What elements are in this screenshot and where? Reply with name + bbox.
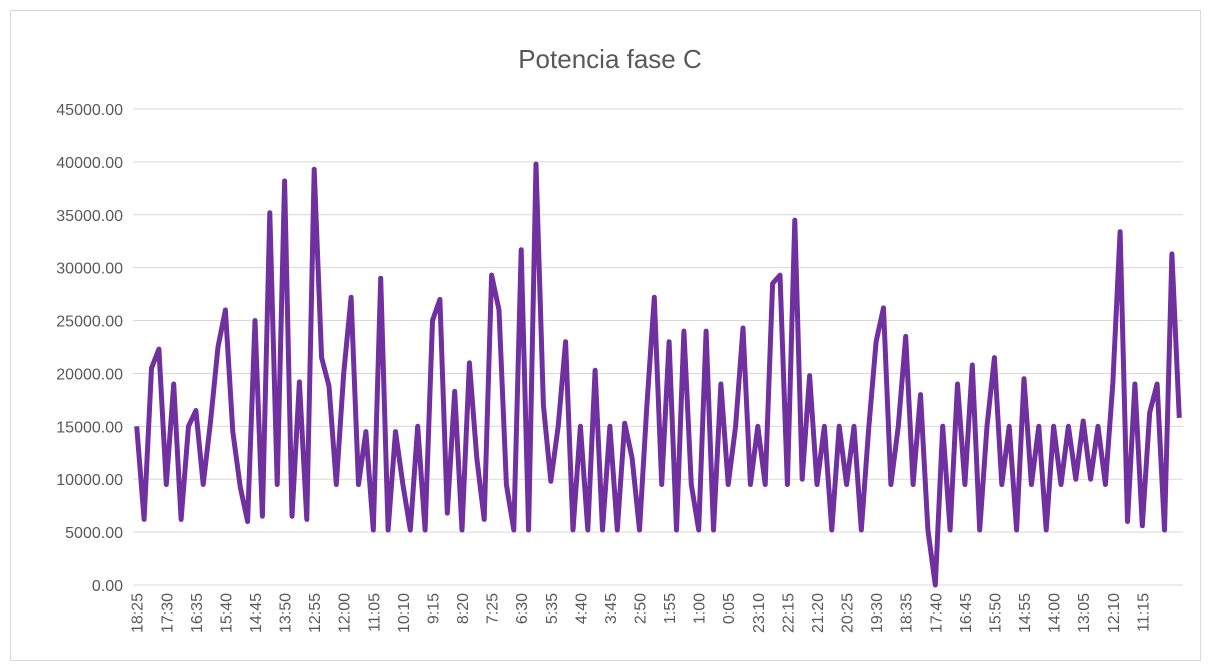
x-tick-label: 1:55 [662,593,679,624]
x-tick-label: 0:05 [721,593,738,624]
x-tick-label: 8:20 [455,593,472,624]
y-tick-label: 5000.00 [65,525,123,542]
y-tick-label: 15000.00 [56,419,123,436]
y-tick-label: 40000.00 [56,155,123,172]
x-tick-label: 9:15 [425,593,442,624]
x-tick-label: 4:40 [573,593,590,624]
x-tick-label: 21:20 [810,593,827,633]
x-tick-label: 12:10 [1106,593,1123,633]
y-tick-label: 35000.00 [56,208,123,225]
x-tick-label: 18:25 [130,593,147,633]
x-tick-label: 17:40 [928,593,945,633]
x-tick-label: 14:55 [1017,593,1034,633]
x-tick-label: 5:35 [544,593,561,624]
x-tick-label: 15:50 [987,593,1004,633]
x-tick-label: 11:15 [1135,593,1152,632]
x-tick-label: 17:30 [159,593,176,633]
x-tick-label: 6:30 [514,593,531,624]
x-tick-label: 1:00 [692,593,709,624]
x-tick-label: 12:00 [337,593,354,633]
x-tick-label: 12:55 [307,593,324,633]
x-tick-label: 7:25 [485,593,502,624]
x-tick-label: 18:35 [899,593,916,633]
y-tick-label: 20000.00 [56,366,123,383]
y-tick-label: 10000.00 [56,472,123,489]
y-tick-label: 0.00 [92,578,123,595]
x-tick-label: 14:45 [248,593,265,633]
x-tick-label: 20:25 [840,593,857,633]
x-tick-label: 19:30 [869,593,886,633]
chart-title: Potencia fase C [518,44,702,74]
y-tick-label: 25000.00 [56,314,123,331]
x-tick-label: 16:45 [958,593,975,633]
x-tick-label: 22:15 [780,593,797,633]
data-line [134,161,1182,588]
y-tick-label: 45000.00 [56,102,123,119]
x-tick-label: 16:35 [189,593,206,633]
x-tick-label: 10:10 [396,593,413,633]
x-tick-label: 15:40 [218,593,235,633]
x-tick-label: 11:05 [366,593,383,632]
chart-border [10,10,1201,661]
x-tick-label: 14:00 [1047,593,1064,633]
x-tick-label: 23:10 [751,593,768,633]
x-tick-label: 13:50 [278,593,295,633]
x-tick-label: 3:45 [603,593,620,624]
y-tick-label: 30000.00 [56,261,123,278]
x-tick-label: 2:50 [633,593,650,624]
x-tick-label: 13:05 [1076,593,1093,633]
